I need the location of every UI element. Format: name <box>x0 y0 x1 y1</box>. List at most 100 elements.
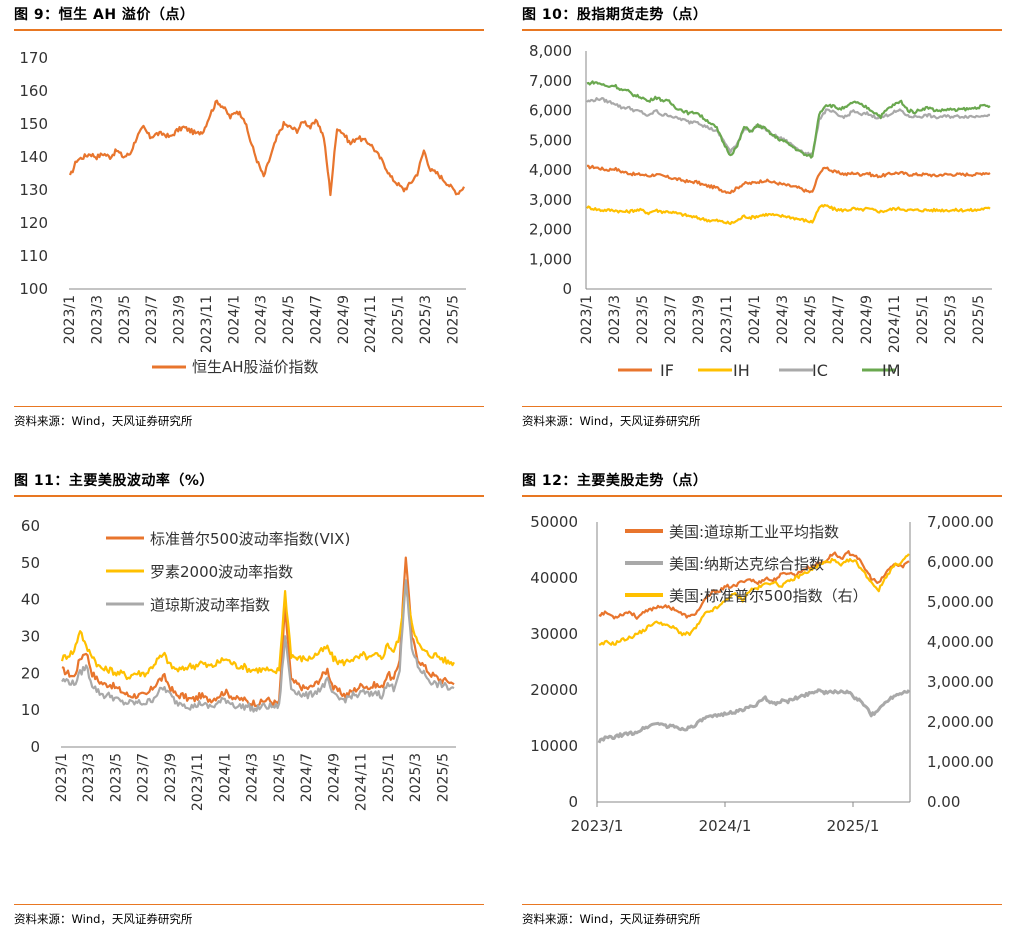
x-tick-label: 2023/1 <box>62 295 78 344</box>
y-tick-label: 120 <box>19 214 48 232</box>
y-tick-label-left: 0 <box>568 793 578 811</box>
chart-title: 图 9：恒生 AH 溢价（点） <box>14 7 195 23</box>
x-tick-label: 2025/5 <box>435 753 451 802</box>
series-line-2 <box>586 203 991 226</box>
x-tick-label: 2023/7 <box>144 295 160 344</box>
chart-panel-fig11: 图 11：主要美股波动率（%） 0 10 20 30 40 50 60 2023/1 2023/… <box>14 466 484 932</box>
title-rule <box>14 29 484 31</box>
x-tick-label: 2023/1 <box>579 295 595 344</box>
x-tick-label: 2024/7 <box>299 753 315 802</box>
x-tick-label: 2024/9 <box>336 295 352 344</box>
x-tick-label: 2025/3 <box>418 295 434 344</box>
y-tick-label: 110 <box>19 247 48 265</box>
y-tick-label: 30 <box>21 628 40 646</box>
y-tick-label: 5,000 <box>529 131 572 149</box>
legend-label-2: 美国:纳斯达克综合指数 <box>669 555 824 573</box>
x-tick-label: 2025/5 <box>445 295 461 344</box>
x-tick-label: 2025/3 <box>943 295 959 344</box>
chart-svg: 0 10 20 30 40 50 60 2023/1 2023/3 2023/5 2023/7 202… <box>21 517 456 811</box>
y-tick-label-left: 50000 <box>530 513 578 531</box>
source-note: 资料来源：Wind，天风证券研究所 <box>14 414 193 428</box>
y-tick-label: 130 <box>19 181 48 199</box>
x-tick-label: 2023/5 <box>108 753 124 802</box>
chart-title: 图 12：主要美股走势（点） <box>522 473 708 489</box>
series-line-2 <box>60 581 455 681</box>
y-tick-label: 0 <box>562 280 572 298</box>
y-tick-label: 60 <box>21 517 40 535</box>
legend-label-1: 美国:道琼斯工业平均指数 <box>669 523 839 541</box>
y-tick-label: 40 <box>21 591 40 609</box>
y-tick-label-right: 1,000.00 <box>927 753 994 771</box>
y-tick-label: 1,000 <box>529 250 572 268</box>
series-line-1 <box>586 164 991 195</box>
x-tick-label: 2023/3 <box>607 295 623 344</box>
y-tick-label-right: 2,000.00 <box>927 713 994 731</box>
legend-label: 恒生AH股溢价指数 <box>192 358 319 376</box>
title-rule <box>14 495 484 497</box>
legend-label-im: IM <box>882 361 901 380</box>
x-tick-label: 2025/3 <box>408 753 424 802</box>
x-tick-label: 2023/11 <box>719 295 735 353</box>
x-tick-label: 2024/1 <box>217 753 233 802</box>
x-tick-label: 2024/1 <box>699 817 752 835</box>
x-tick-label: 2023/11 <box>199 295 215 353</box>
chart-svg: 100 110 120 130 140 150 160 170 2023/1 2023/3 2023… <box>19 49 466 376</box>
x-tick-label: 2024/3 <box>775 295 791 344</box>
y-tick-label: 20 <box>21 664 40 682</box>
y-tick-label: 4,000 <box>529 161 572 179</box>
chart-panel-fig9: 图 9：恒生 AH 溢价（点） 100 110 120 130 140 150 160 170… <box>14 0 484 432</box>
y-tick-label-right: 6,000.00 <box>927 553 994 571</box>
source-rule <box>14 406 484 407</box>
x-tick-label: 2024/5 <box>281 295 297 344</box>
y-tick-label: 7,000 <box>529 72 572 90</box>
chart-svg: 0 1,000 2,000 3,000 4,000 5,000 6,000 7,000 8,00… <box>529 42 992 380</box>
y-tick-label-left: 30000 <box>530 625 578 643</box>
series-line-1 <box>598 550 910 620</box>
y-tick-label-left: 40000 <box>530 569 578 587</box>
y-tick-label: 100 <box>19 280 48 298</box>
x-tick-label: 2024/3 <box>254 295 270 344</box>
y-tick-label: 140 <box>19 148 48 166</box>
y-tick-label-left: 10000 <box>530 737 578 755</box>
x-tick-label: 2023/5 <box>117 295 133 344</box>
series-line-3 <box>61 579 455 713</box>
y-tick-label: 6,000 <box>529 102 572 120</box>
x-tick-label: 2024/9 <box>326 753 342 802</box>
series-line-1 <box>68 99 465 197</box>
series-line-2 <box>597 688 911 744</box>
series-line-3 <box>598 553 910 646</box>
y-tick-label-right: 7,000.00 <box>927 513 994 531</box>
y-tick-label: 3,000 <box>529 191 572 209</box>
legend-label-3: 美国:标准普尔500指数（右） <box>669 587 868 605</box>
chart-panel-fig12: 图 12：主要美股走势（点） 0 10000 20000 30000 40000 5000… <box>522 466 1002 932</box>
legend-label-if: IF <box>660 361 674 380</box>
x-tick-label: 2025/1 <box>915 295 931 344</box>
legend-label-3: 道琼斯波动率指数 <box>150 596 270 614</box>
x-tick-label: 2024/7 <box>308 295 324 344</box>
x-tick-label: 2023/9 <box>172 295 188 344</box>
x-tick-label: 2024/1 <box>747 295 763 344</box>
series-line-4 <box>586 80 991 159</box>
y-tick-label: 160 <box>19 82 48 100</box>
chart-title: 图 11：主要美股波动率（%） <box>14 473 214 489</box>
x-tick-label: 2023/7 <box>136 753 152 802</box>
y-tick-label-left: 20000 <box>530 681 578 699</box>
x-tick-label: 2023/3 <box>81 753 97 802</box>
x-tick-label: 2023/11 <box>190 753 206 811</box>
x-tick-label: 2025/5 <box>971 295 987 344</box>
x-tick-label: 2024/9 <box>859 295 875 344</box>
legend-label-1: 标准普尔500波动率指数(VIX) <box>150 530 350 548</box>
x-tick-label: 2023/9 <box>691 295 707 344</box>
x-tick-label: 2025/1 <box>391 295 407 344</box>
y-tick-label: 10 <box>21 701 40 719</box>
source-note: 资料来源：Wind，天风证券研究所 <box>522 912 701 926</box>
source-rule <box>14 904 484 905</box>
x-tick-label: 2023/1 <box>571 817 624 835</box>
x-tick-label: 2024/7 <box>831 295 847 344</box>
x-tick-label: 2025/1 <box>827 817 880 835</box>
x-tick-label: 2024/11 <box>354 753 370 811</box>
x-tick-label: 2023/7 <box>663 295 679 344</box>
y-tick-label: 150 <box>19 115 48 133</box>
x-tick-label: 2024/3 <box>245 753 261 802</box>
source-note: 资料来源：Wind，天风证券研究所 <box>14 912 193 926</box>
